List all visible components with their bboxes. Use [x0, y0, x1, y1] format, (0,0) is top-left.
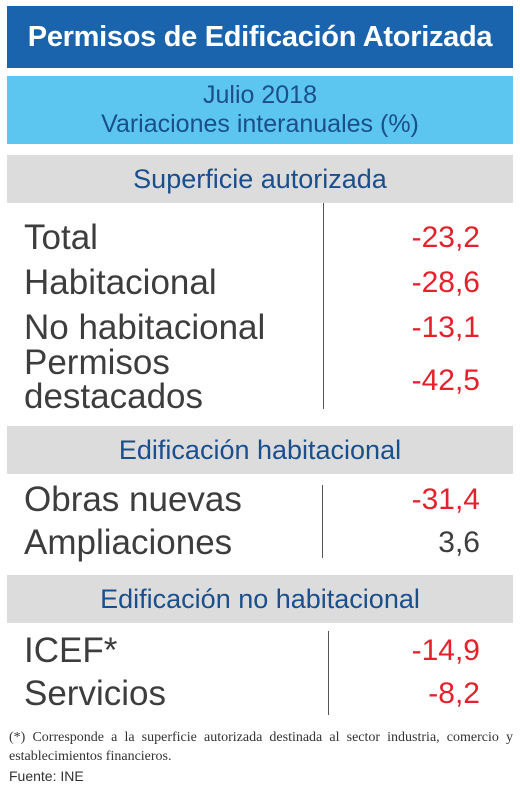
section-header-edificacion-habitacional: Edificación habitacional: [7, 426, 513, 474]
row-value-ampliaciones: 3,6: [438, 526, 480, 559]
column-divider: [322, 485, 323, 558]
footnote: (*) Corresponde a la superficie autoriza…: [9, 730, 513, 764]
row-label-ampliaciones: Ampliaciones: [24, 523, 233, 562]
source-note: Fuente: INE: [9, 768, 84, 784]
row-label-icef: ICEF*: [24, 631, 118, 670]
row-label-permisos-destacados-line1: Permisos: [24, 343, 170, 382]
section-header-edificacion-no-habitacional: Edificación no habitacional: [7, 575, 513, 623]
row-value-permisos-destacados: -42,5: [411, 364, 480, 397]
column-divider: [328, 631, 329, 715]
row-value-habitacional: -28,6: [411, 266, 480, 299]
row-value-total: -23,2: [411, 221, 480, 254]
row-label-total: Total: [24, 218, 98, 257]
subtitle-box: Julio 2018 Variaciones interanuales (%): [7, 76, 513, 144]
subtitle-period: Julio 2018: [203, 81, 317, 109]
row-value-icef: -14,9: [411, 634, 480, 667]
row-label-habitacional: Habitacional: [24, 263, 217, 302]
page-title: Permisos de Edificación Atorizada: [7, 6, 513, 68]
row-label-no-habitacional: No habitacional: [24, 308, 266, 347]
row-label-permisos-destacados-line2: destacados: [24, 377, 204, 416]
row-label-obras-nuevas: Obras nuevas: [24, 480, 242, 519]
row-value-no-habitacional: -13,1: [411, 311, 480, 344]
column-divider: [323, 203, 324, 409]
subtitle-description: Variaciones interanuales (%): [101, 110, 419, 138]
row-value-obras-nuevas: -31,4: [411, 483, 480, 516]
section-header-superficie: Superficie autorizada: [7, 155, 513, 203]
row-value-servicios: -8,2: [428, 677, 480, 710]
row-label-servicios: Servicios: [24, 674, 166, 713]
